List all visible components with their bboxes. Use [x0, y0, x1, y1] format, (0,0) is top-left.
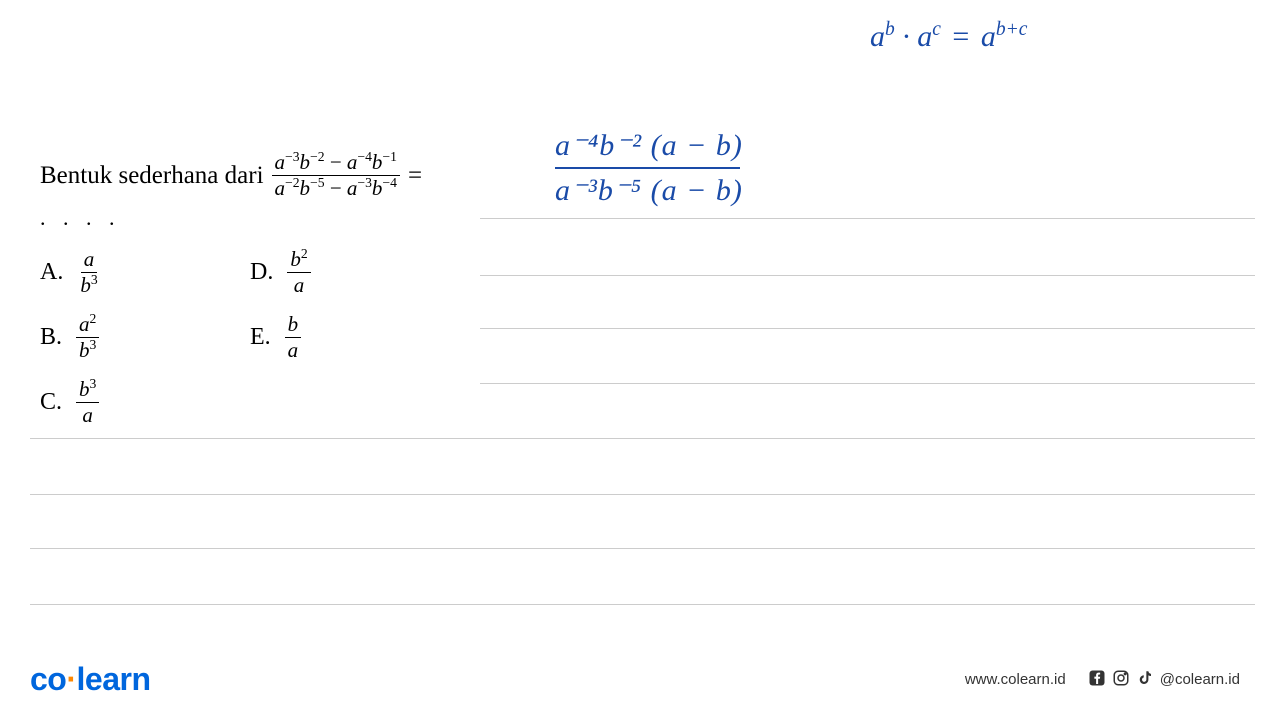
rule-dot: · — [902, 20, 910, 53]
rule-exp-c: c — [932, 19, 941, 40]
option-c: C. b3 a — [40, 379, 250, 426]
rule-a1: a — [870, 20, 885, 53]
rule-exp-result: b+c — [996, 19, 1028, 40]
option-d-label: D. — [250, 259, 273, 286]
option-e: E. b a — [250, 314, 460, 361]
rule-a2: a — [917, 20, 932, 53]
option-d: D. b2 a — [250, 249, 460, 296]
question-text: Bentuk sederhana dari a−3b−2 − a−4b−1 a−… — [40, 152, 460, 199]
option-b: B. a2 b3 — [40, 314, 250, 361]
footer-url: www.colearn.id — [965, 671, 1066, 688]
logo-co: co — [30, 661, 66, 697]
option-a-label: A. — [40, 259, 63, 286]
option-a: A. a b3 — [40, 249, 250, 296]
rule-a3: a — [981, 20, 996, 53]
option-e-label: E. — [250, 324, 271, 351]
handwritten-exponent-rule: ab · ac = ab+c — [870, 20, 1027, 54]
logo-dot: · — [66, 661, 76, 697]
working-denominator: a⁻³b⁻⁵ (a − b) — [555, 169, 743, 208]
instagram-icon — [1112, 669, 1130, 691]
rule-eq: = — [948, 20, 973, 53]
rule-line — [30, 604, 1255, 605]
answer-options: A. a b3 D. b2 a B. a2 b3 E. b a — [40, 249, 460, 426]
logo-learn: learn — [77, 661, 151, 697]
facebook-icon — [1088, 669, 1106, 691]
rule-line — [480, 275, 1255, 276]
question-fraction: a−3b−2 − a−4b−1 a−2b−5 − a−3b−4 — [272, 152, 400, 199]
question-denominator: a−2b−5 − a−3b−4 — [272, 176, 400, 199]
question-block: Bentuk sederhana dari a−3b−2 − a−4b−1 a−… — [40, 152, 460, 426]
option-c-label: C. — [40, 389, 62, 416]
rule-line — [480, 328, 1255, 329]
question-prefix: Bentuk sederhana dari — [40, 162, 264, 190]
question-suffix: = — [408, 162, 422, 190]
footer-handle: @colearn.id — [1160, 671, 1240, 688]
question-dots: . . . . — [40, 205, 460, 231]
social-icons: @colearn.id — [1088, 669, 1240, 691]
rule-line — [480, 218, 1255, 219]
handwritten-working: a⁻⁴b⁻² (a − b) a⁻³b⁻⁵ (a − b) — [555, 128, 743, 208]
colearn-logo: co·learn — [30, 661, 150, 698]
rule-line — [30, 494, 1255, 495]
rule-exp-b: b — [885, 19, 895, 40]
rule-line — [480, 383, 1255, 384]
working-numerator: a⁻⁴b⁻² (a − b) — [555, 128, 743, 167]
footer-right: www.colearn.id @colearn.id — [965, 669, 1240, 691]
rule-line — [30, 438, 1255, 439]
footer: co·learn www.colearn.id @colearn.id — [0, 661, 1280, 698]
rule-line — [30, 548, 1255, 549]
tiktok-icon — [1136, 669, 1154, 691]
option-b-label: B. — [40, 324, 62, 351]
question-numerator: a−3b−2 − a−4b−1 — [272, 152, 400, 176]
